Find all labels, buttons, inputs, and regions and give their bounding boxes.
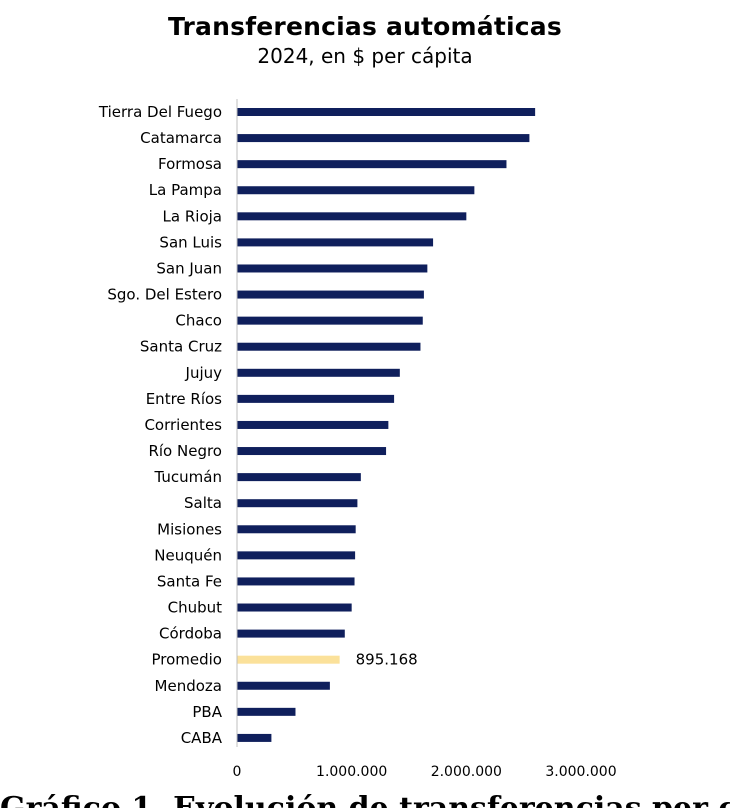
bar bbox=[237, 525, 356, 534]
bar bbox=[237, 316, 423, 325]
bar bbox=[237, 420, 389, 429]
bar bbox=[237, 551, 356, 560]
bar bbox=[237, 108, 536, 116]
bar bbox=[237, 186, 475, 195]
category-label: Córdoba bbox=[159, 625, 222, 643]
category-label: Santa Fe bbox=[157, 572, 222, 590]
category-label: Promedio bbox=[151, 651, 222, 669]
bar bbox=[237, 160, 507, 169]
bar bbox=[237, 134, 530, 143]
bar bbox=[237, 577, 355, 586]
category-label: Tierra Del Fuego bbox=[98, 103, 222, 121]
bar bbox=[237, 212, 467, 221]
category-label: Sgo. Del Estero bbox=[107, 286, 222, 304]
category-label: La Pampa bbox=[149, 181, 222, 199]
bar bbox=[237, 447, 387, 456]
category-label: Corrientes bbox=[144, 416, 222, 434]
category-label: Tucumán bbox=[154, 468, 222, 486]
bar bbox=[237, 342, 421, 351]
x-tick-label: 0 bbox=[233, 764, 242, 780]
x-tick-label: 2.000.000 bbox=[431, 764, 502, 780]
data-label: 895.168 bbox=[356, 651, 418, 669]
category-label: La Rioja bbox=[163, 207, 222, 225]
bar bbox=[237, 394, 395, 403]
bar bbox=[237, 368, 400, 377]
category-label: Jujuy bbox=[185, 364, 223, 382]
bar-chart: Tierra Del Fuego Catamarca Formosa La Pampa… bbox=[98, 99, 617, 780]
category-label: Río Negro bbox=[148, 442, 222, 460]
category-label: Neuquén bbox=[154, 546, 222, 564]
chart-subtitle: 2024, en $ per cápita bbox=[257, 44, 473, 68]
category-label: Chubut bbox=[168, 599, 223, 617]
bar bbox=[237, 629, 345, 638]
bar-promedio bbox=[237, 655, 340, 664]
bar bbox=[237, 603, 352, 612]
cropped-caption-text: Gráfico 1. Evolución de transferencias p… bbox=[0, 792, 730, 808]
x-tick-label: 3.000.000 bbox=[545, 764, 616, 780]
category-label: Entre Ríos bbox=[146, 390, 222, 408]
bar bbox=[237, 264, 428, 273]
bar bbox=[237, 499, 358, 508]
category-label: San Juan bbox=[156, 259, 222, 277]
bar bbox=[237, 290, 424, 299]
category-label: San Luis bbox=[159, 233, 222, 251]
category-label: CABA bbox=[181, 729, 223, 747]
category-label: Mendoza bbox=[155, 677, 222, 695]
category-label: PBA bbox=[192, 703, 222, 721]
category-label: Catamarca bbox=[140, 129, 222, 147]
category-label: Formosa bbox=[158, 155, 222, 173]
bar bbox=[237, 707, 296, 716]
x-tick-label: 1.000.000 bbox=[316, 764, 387, 780]
category-label: Misiones bbox=[157, 520, 222, 538]
bar bbox=[237, 473, 361, 482]
bar bbox=[237, 681, 330, 690]
category-label: Chaco bbox=[175, 312, 222, 330]
category-label: Santa Cruz bbox=[140, 338, 222, 356]
category-label: Salta bbox=[184, 494, 222, 512]
bar bbox=[237, 733, 272, 742]
bar bbox=[237, 238, 434, 247]
chart-title: Transferencias automáticas bbox=[168, 12, 562, 41]
